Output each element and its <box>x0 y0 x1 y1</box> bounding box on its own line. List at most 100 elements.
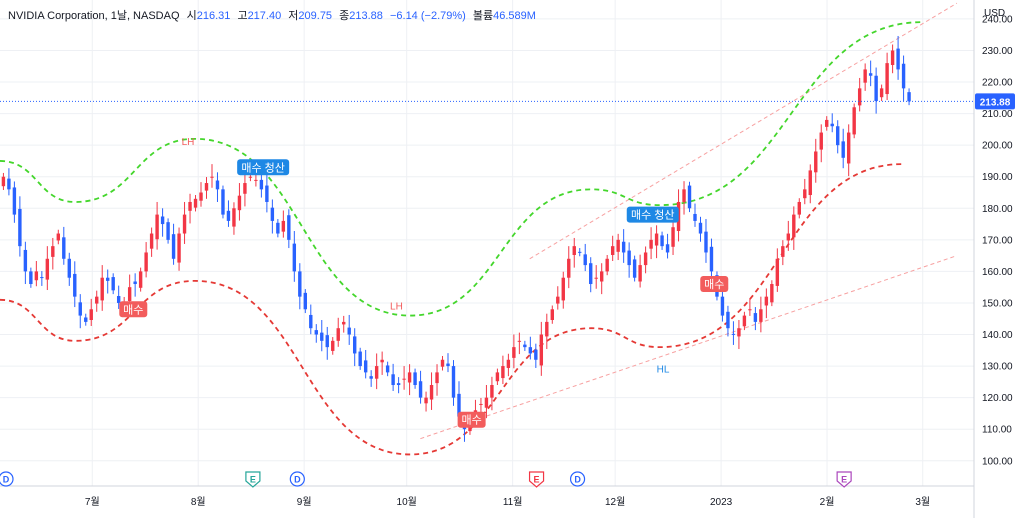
y-tick-label: 220.00 <box>982 78 1013 89</box>
candle-body <box>775 258 780 286</box>
candle-body <box>149 233 154 249</box>
candle-body <box>901 63 906 89</box>
candle-body <box>358 351 362 367</box>
candle-body <box>254 179 258 181</box>
candle <box>737 320 741 350</box>
candle <box>56 229 61 245</box>
candle-body <box>698 222 703 234</box>
candle-body <box>671 227 675 247</box>
candle-body <box>737 328 741 337</box>
candle-body <box>29 271 33 285</box>
trend-line-lower <box>420 255 958 440</box>
candle <box>846 124 851 177</box>
candle-body <box>1 176 6 187</box>
candle <box>501 355 505 385</box>
candle-body <box>325 335 329 348</box>
candle <box>396 377 401 394</box>
event-letter: E <box>534 475 540 485</box>
candle-body <box>160 216 165 225</box>
candle-body <box>885 63 889 95</box>
candle-body <box>67 258 71 278</box>
candle <box>764 288 769 319</box>
earnings-event-icon: E <box>528 471 545 488</box>
low-label: 저 <box>288 10 299 22</box>
candlesticks <box>1 35 911 442</box>
candle <box>67 252 71 286</box>
candle <box>638 254 642 288</box>
candle <box>567 246 571 289</box>
candle-body <box>490 385 494 398</box>
candle-body <box>726 311 730 329</box>
candle <box>654 225 659 259</box>
candle-body <box>73 273 77 297</box>
candle <box>149 227 154 257</box>
candle-body <box>155 214 159 240</box>
candle <box>803 178 807 205</box>
candle <box>89 298 93 326</box>
candle-body <box>572 246 576 255</box>
candle <box>265 172 269 213</box>
x-tick-label: 9월 <box>297 496 312 508</box>
candle-body <box>517 340 522 342</box>
candle <box>484 385 489 419</box>
candle-body <box>23 249 28 272</box>
candle-body <box>298 271 302 297</box>
candle <box>133 273 137 297</box>
candle-body <box>616 239 620 252</box>
candle <box>336 317 340 347</box>
candle-body <box>556 296 560 304</box>
candle-body <box>495 372 500 382</box>
candle <box>40 271 44 286</box>
candle-body <box>440 359 445 367</box>
candle <box>561 271 565 309</box>
candle-body <box>352 336 357 354</box>
candle-body <box>709 246 714 272</box>
candle <box>808 164 812 204</box>
high-label: 고 <box>237 10 248 22</box>
candle <box>539 321 544 376</box>
y-tick-label: 140.00 <box>982 330 1013 341</box>
candle <box>841 128 845 169</box>
candle-body <box>814 151 818 173</box>
candle-body <box>188 201 192 211</box>
signal-badge: 매수 청산 <box>237 159 290 176</box>
band-lower <box>0 163 903 456</box>
last-price-marker: 213.88 <box>0 93 1015 110</box>
candle <box>896 35 900 80</box>
candle <box>347 314 351 345</box>
event-letter: D <box>3 475 10 485</box>
candle <box>660 231 664 250</box>
candle <box>682 181 686 215</box>
candle <box>281 210 286 238</box>
price-axis[interactable]: 240.00 230.00 220.00 210.00 200.00 190.00 180.… <box>973 0 1013 518</box>
badge-text: 매수 청산 <box>631 209 675 222</box>
candle-body <box>78 302 82 316</box>
candle <box>73 261 77 308</box>
candle-body <box>111 277 115 291</box>
last-price-tag <box>975 93 1015 110</box>
candle <box>704 219 708 263</box>
candle-body <box>270 207 275 221</box>
y-tick-label: 210.00 <box>982 109 1013 120</box>
open-value: 216.31 <box>196 10 231 22</box>
candle <box>698 216 703 242</box>
candle-body <box>682 189 686 202</box>
candle-body <box>402 378 406 380</box>
candle-body <box>331 340 335 351</box>
time-axis[interactable]: 7월 8월 9월 10월 11월 12월 2023 2월 3월 <box>0 485 974 508</box>
candle <box>95 290 99 312</box>
candle <box>276 219 280 238</box>
candle <box>215 172 220 202</box>
y-tick-label: 190.00 <box>982 172 1013 183</box>
candle-body <box>418 381 423 398</box>
candle <box>402 366 406 390</box>
candle-body <box>171 234 176 259</box>
candle-body <box>786 233 791 241</box>
candle <box>314 324 318 343</box>
badge-text: 매수 <box>704 278 724 291</box>
candle-body <box>84 317 88 322</box>
candle <box>605 254 609 276</box>
candle-body <box>40 277 44 279</box>
